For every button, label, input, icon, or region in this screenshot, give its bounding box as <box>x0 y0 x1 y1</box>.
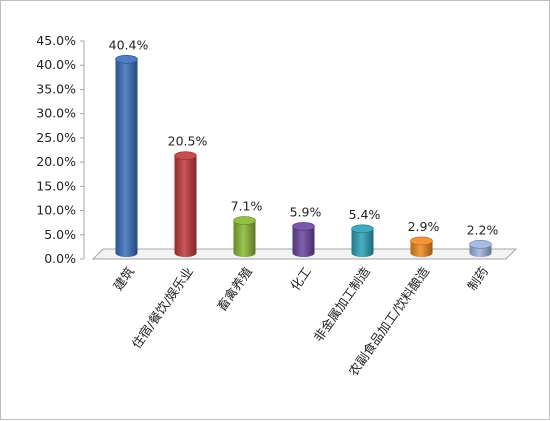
bar-body <box>174 155 197 257</box>
y-tick-label: 40.0% <box>36 57 76 72</box>
bar-top-cap <box>115 54 138 64</box>
bar-body <box>115 59 138 258</box>
bar-top-cap <box>351 224 374 234</box>
data-label: 5.4% <box>349 207 381 222</box>
data-labels-group: 40.4% 20.5% 7.1% 5.9% 5.4% 2.9% 2.2% <box>109 37 499 237</box>
category-label: 化工 <box>287 264 314 293</box>
bar-7 <box>469 240 492 257</box>
bar-body <box>233 220 256 257</box>
y-tick-label: 15.0% <box>36 178 76 193</box>
category-label: 制药 <box>464 264 491 293</box>
y-tick-label: 35.0% <box>36 81 76 96</box>
y-tick-label: 10.0% <box>36 203 76 218</box>
bar-top-cap <box>292 222 315 231</box>
bar-top-cap <box>233 216 256 225</box>
category-label: 畜禽养殖 <box>214 264 255 314</box>
category-label: 住宿/餐饮/娱乐业 <box>129 264 196 351</box>
y-axis: 0.0% 5.0% 10.0% 15.0% 20.0% 25.0% 30.0% 35.0% 40… <box>36 33 85 266</box>
bar-3 <box>233 216 256 257</box>
data-label: 20.5% <box>168 134 208 149</box>
bar-top-cap <box>469 240 492 249</box>
y-tick-label: 45.0% <box>36 33 76 48</box>
y-tick-label: 30.0% <box>36 106 76 121</box>
data-label: 7.1% <box>231 199 263 214</box>
bar-body <box>410 240 433 257</box>
data-label: 2.9% <box>408 219 440 234</box>
bar-5 <box>351 224 374 257</box>
bar-4 <box>292 222 315 257</box>
y-tick-label: 5.0% <box>44 227 76 242</box>
bar-top-cap <box>174 151 197 160</box>
category-label: 建筑 <box>110 264 137 293</box>
category-label: 非金属加工制造 <box>310 264 373 345</box>
y-tick-label: 25.0% <box>36 130 76 145</box>
bar-2 <box>174 151 197 257</box>
bar-1 <box>115 54 138 258</box>
bar-body <box>292 226 315 257</box>
data-label: 5.9% <box>290 204 322 219</box>
data-label: 40.4% <box>109 37 149 52</box>
y-tick-label: 0.0% <box>44 251 76 266</box>
bar-6 <box>410 236 433 257</box>
data-label: 2.2% <box>467 222 499 237</box>
y-tick-label: 20.0% <box>36 154 76 169</box>
bar-body <box>351 228 374 257</box>
bar-top-cap <box>410 236 433 246</box>
bars-group <box>115 54 492 258</box>
